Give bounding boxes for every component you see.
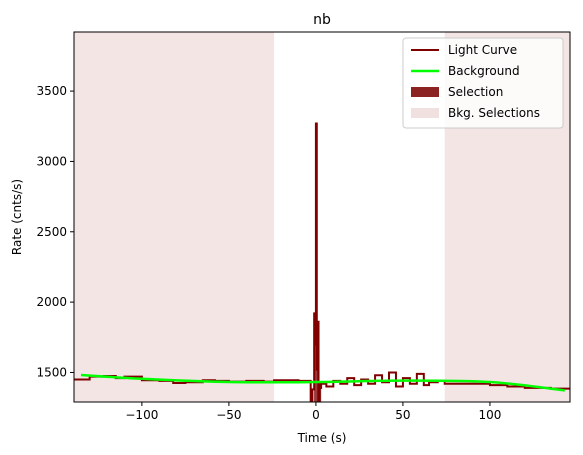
legend-label-2: Selection (448, 85, 503, 99)
legend: Light Curve Background Selection Bkg. Selec… (402, 37, 564, 129)
selection-bin-20 (315, 344, 316, 402)
x-ticks: −100 −50 0 50 100 (125, 402, 501, 422)
chart-title: nb (313, 12, 331, 28)
y-tick-label: 2500 (36, 225, 67, 239)
y-tick-label: 3000 (36, 154, 67, 168)
y-tick-label: 3500 (36, 84, 67, 98)
legend-box (402, 37, 564, 129)
x-tick-label: 100 (478, 408, 501, 422)
legend-swatch-3 (411, 108, 439, 118)
x-tick-label: −50 (216, 408, 241, 422)
y-tick-label: 1500 (36, 365, 67, 379)
legend-label-0: Light Curve (448, 43, 517, 57)
x-tick-label: 50 (395, 408, 410, 422)
legend-label-3: Bkg. Selections (448, 106, 540, 120)
y-tick-label: 2000 (36, 295, 67, 309)
background-layer (80, 373, 565, 392)
y-ticks: 1500 2000 2500 3000 3500 (36, 84, 74, 379)
x-tick-label: −100 (125, 408, 158, 422)
legend-label-1: Background (448, 64, 520, 78)
x-tick-label: 0 (312, 408, 320, 422)
plot-frame (73, 31, 571, 403)
selection-bin-26 (320, 387, 322, 402)
y-axis-label: Rate (cnts/s) (10, 179, 24, 255)
background-line (80, 373, 565, 392)
bkg-selection-0 (74, 32, 275, 402)
x-axis-label: Time (s) (297, 431, 347, 445)
selection-bin-22 (316, 369, 318, 402)
legend-swatch-2 (411, 87, 439, 97)
